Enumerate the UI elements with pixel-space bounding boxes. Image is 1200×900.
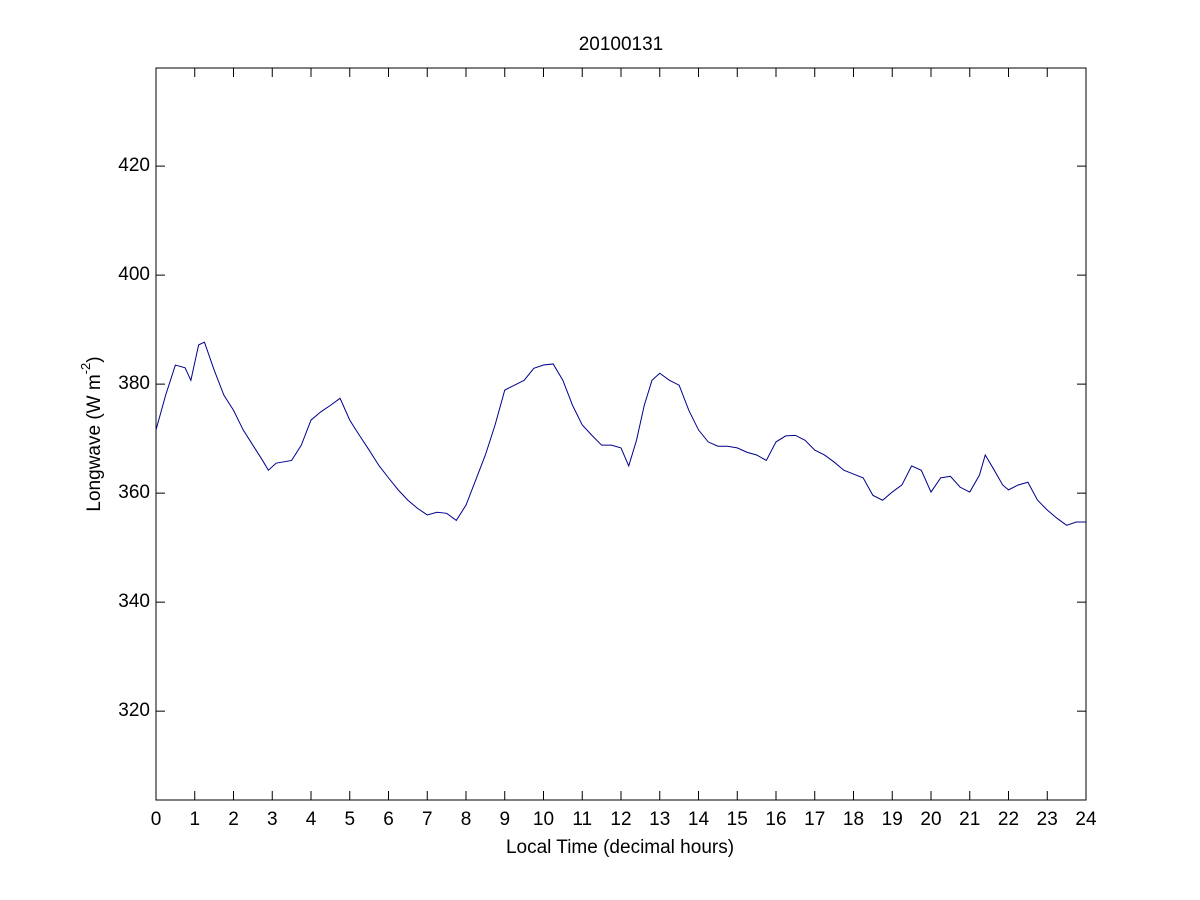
y-tick-label: 320 xyxy=(118,700,150,721)
x-tick-label: 16 xyxy=(765,809,786,830)
y-tick-label: 360 xyxy=(118,482,150,503)
x-tick-label: 0 xyxy=(151,809,162,830)
x-tick-label: 10 xyxy=(533,809,554,830)
data-line xyxy=(155,341,1086,526)
chart-title: 20100131 xyxy=(579,34,664,55)
x-tick-label: 15 xyxy=(727,809,748,830)
x-tick-label: 9 xyxy=(499,809,510,830)
y-axis-label: Longwave (W m-2) xyxy=(78,356,105,511)
x-tick-label: 18 xyxy=(843,809,864,830)
x-tick-label: 8 xyxy=(461,809,472,830)
x-tick-label: 19 xyxy=(882,809,903,830)
x-tick-label: 17 xyxy=(804,809,825,830)
x-tick-label: 11 xyxy=(572,809,592,830)
x-tick-label: 14 xyxy=(688,809,710,830)
x-tick-label: 5 xyxy=(344,809,355,830)
x-tick-label: 21 xyxy=(959,809,980,830)
x-axis-label: Local Time (decimal hours) xyxy=(506,837,734,858)
y-axis-label-end: ) xyxy=(84,356,105,362)
x-tick-label: 2 xyxy=(228,809,239,830)
x-tick-label: 1 xyxy=(189,809,200,830)
y-tick-label: 420 xyxy=(118,155,150,176)
x-tick-label: 6 xyxy=(383,809,394,830)
x-tick-label: 3 xyxy=(267,809,278,830)
y-axis-label-superscript: -2 xyxy=(78,363,93,375)
x-tick-label: 22 xyxy=(998,809,1019,830)
x-tick-label: 12 xyxy=(610,809,631,830)
x-tick-label: 24 xyxy=(1075,809,1097,830)
y-tick-label: 380 xyxy=(118,373,150,394)
y-tick-label: 340 xyxy=(118,591,150,612)
x-tick-label: 13 xyxy=(649,809,670,830)
x-tick-label: 23 xyxy=(1037,809,1058,830)
x-tick-label: 20 xyxy=(920,809,941,830)
x-tick-label: 4 xyxy=(306,809,317,830)
x-tick-label: 7 xyxy=(422,809,433,830)
y-tick-label: 400 xyxy=(118,264,150,285)
y-axis-label-text: Longwave (W m xyxy=(84,374,105,511)
